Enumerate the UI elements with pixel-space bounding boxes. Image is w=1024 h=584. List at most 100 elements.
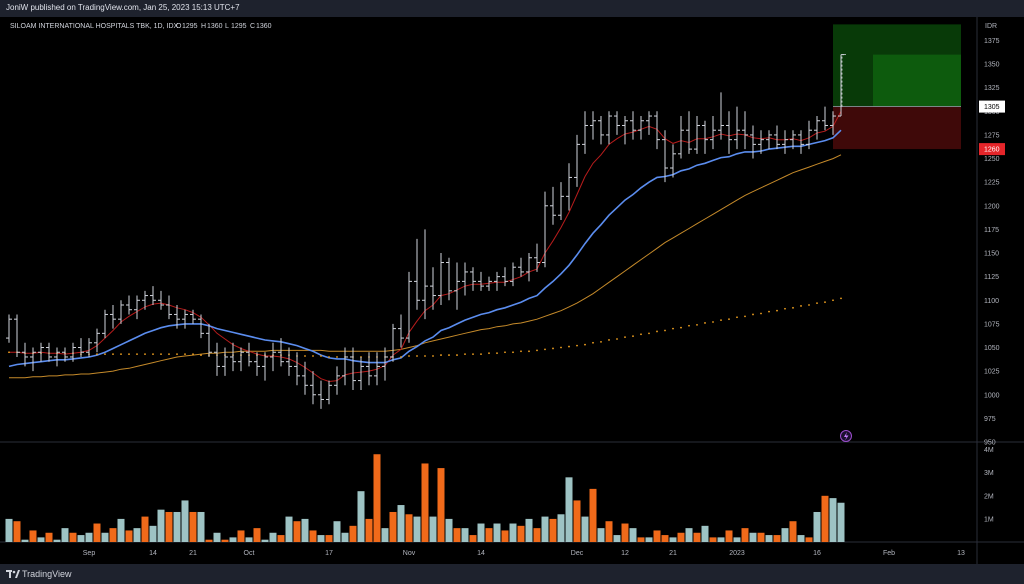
ohlc-bar <box>390 323 396 362</box>
price-tick-label: 1150 <box>984 251 999 258</box>
volume-bar <box>421 463 429 542</box>
volume-bar <box>93 523 101 542</box>
dotted-ma-point <box>776 309 778 312</box>
volume-bar <box>405 514 413 542</box>
volume-bar <box>29 530 37 542</box>
price-tick-label: 1125 <box>984 274 999 281</box>
ema-mid-line <box>8 129 842 368</box>
time-tick-label: Oct <box>244 550 255 557</box>
dotted-ma-point <box>320 355 322 357</box>
dotted-ma-point <box>672 327 674 330</box>
ohlc-bar <box>830 111 836 135</box>
dotted-ma-point <box>496 352 498 355</box>
price-chart[interactable]: SILOAM INTERNATIONAL HOSPITALS TBK, 1D, … <box>0 17 1024 564</box>
ohlc-bar <box>310 371 316 405</box>
volume-bar <box>549 518 557 542</box>
ohlc-bar <box>454 262 460 310</box>
ohlc-bar <box>630 111 636 140</box>
dotted-ma-point <box>664 329 666 332</box>
volume-bar <box>589 488 597 542</box>
volume-bar <box>517 525 525 542</box>
volume-bar <box>469 535 477 542</box>
volume-bar <box>293 521 301 542</box>
price-tick-label: 1050 <box>984 345 1000 352</box>
ohlc-bar <box>510 262 516 287</box>
ohlc-bar <box>326 380 332 405</box>
dotted-ma-point <box>648 332 650 335</box>
ohlc-bar <box>694 116 700 154</box>
time-tick-label: 17 <box>325 550 333 557</box>
volume-bar <box>13 521 21 542</box>
time-tick-label: 13 <box>957 550 965 557</box>
dotted-ma-point <box>144 353 146 356</box>
volume-bar <box>725 530 733 542</box>
ohlc-bar <box>286 347 292 376</box>
volume-bar <box>109 528 117 542</box>
ohlc-bar <box>798 130 804 154</box>
dotted-ma-point <box>744 315 746 318</box>
volume-bar <box>77 535 85 542</box>
ohlc-bar <box>406 271 412 343</box>
price-tick-label: 1200 <box>984 203 1000 210</box>
dotted-ma-point <box>552 347 554 350</box>
volume-bar <box>413 516 421 542</box>
ohlc-bar <box>342 347 348 386</box>
volume-bar <box>301 518 309 542</box>
dotted-ma-point <box>336 356 338 358</box>
ohlc-bar <box>726 111 732 154</box>
ohlc-bar <box>46 342 52 362</box>
legend-high-label: H <box>201 23 206 30</box>
volume-bar <box>461 528 469 542</box>
dotted-ma-point <box>504 351 506 354</box>
ohlc-bar <box>62 347 68 362</box>
ohlc-bar <box>534 243 540 272</box>
volume-bar <box>677 532 685 542</box>
volume-bar <box>245 537 253 542</box>
ohlc-bar <box>166 295 172 320</box>
volume-tick-label: 4M <box>984 447 994 454</box>
ohlc-bar <box>438 253 444 305</box>
time-tick-label: Feb <box>883 550 895 557</box>
volume-bar <box>757 532 765 542</box>
price-tick-label: 1250 <box>984 156 1000 163</box>
dotted-ma-point <box>784 307 786 310</box>
volume-bar <box>373 454 381 542</box>
volume-bar <box>797 535 805 542</box>
time-tick-label: 14 <box>149 550 157 557</box>
dotted-ma-point <box>304 355 306 357</box>
volume-tick-label: 2M <box>984 493 994 500</box>
dotted-ma-point <box>600 340 602 343</box>
price-tick-label: 1375 <box>984 38 1000 45</box>
ohlc-bar <box>278 338 284 367</box>
volume-bar <box>581 516 589 542</box>
ohlc-bar <box>334 366 340 395</box>
ohlc-bar <box>374 352 380 386</box>
legend-low-value: 1295 <box>231 23 247 30</box>
ohlc-bar <box>822 106 828 131</box>
dotted-ma-point <box>696 323 698 326</box>
ohlc-bar <box>302 361 308 395</box>
volume-bar <box>149 525 157 542</box>
volume-bar <box>533 528 541 542</box>
publish-bar: JoniW published on TradingView.com, Jan … <box>0 0 1024 17</box>
price-tick-label: 1175 <box>984 227 999 234</box>
dotted-ma-point <box>584 343 586 346</box>
ohlc-bar <box>638 116 644 140</box>
dotted-ma-point <box>712 321 714 323</box>
ohlc-bar <box>54 347 60 367</box>
dotted-ma-point <box>832 299 834 302</box>
price-tick-label: 1350 <box>984 62 1000 69</box>
volume-bar <box>269 532 277 542</box>
ohlc-bar <box>422 229 428 320</box>
ohlc-bar <box>246 342 252 367</box>
volume-bar <box>173 511 181 542</box>
volume-bar <box>333 521 341 542</box>
ohlc-bar <box>478 271 484 291</box>
dotted-ma-point <box>416 355 418 357</box>
legend-open-label: O <box>176 23 182 30</box>
dotted-ma-point <box>528 350 530 353</box>
lightning-icon[interactable] <box>840 430 852 442</box>
ohlc-bar <box>366 352 372 386</box>
ohlc-bar <box>222 347 228 376</box>
tradingview-brand: TradingView <box>22 569 72 579</box>
